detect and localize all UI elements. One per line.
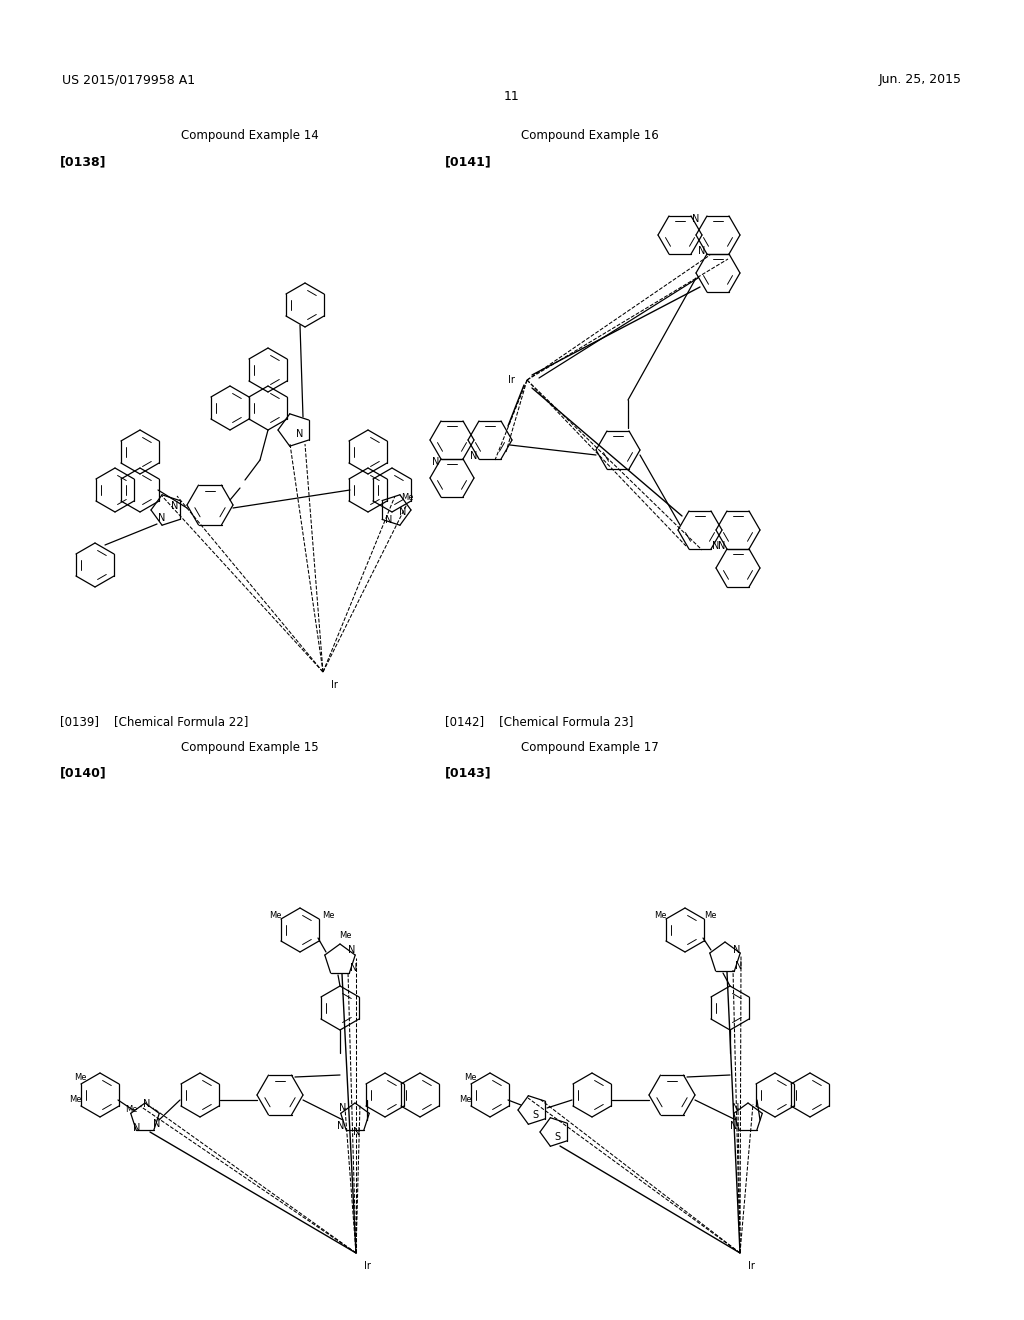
Text: [0143]: [0143] [445,767,492,780]
Text: 11: 11 [504,91,520,103]
Text: N: N [133,1123,140,1133]
Text: Me: Me [459,1096,471,1105]
Text: N: N [385,515,392,525]
Text: S: S [531,1110,538,1119]
Text: Me: Me [653,911,667,920]
Text: Me: Me [703,911,716,920]
Text: N: N [733,945,740,954]
Text: N: N [348,945,355,954]
Text: N: N [399,507,407,517]
Text: N: N [730,1121,737,1131]
Text: Ir: Ir [748,1261,755,1271]
Text: [0139]    [Chemical Formula 22]: [0139] [Chemical Formula 22] [60,715,249,729]
Text: Compound Example 15: Compound Example 15 [181,742,318,755]
Text: Compound Example 14: Compound Example 14 [181,128,318,141]
Text: N: N [692,214,699,224]
Text: N: N [337,1121,345,1131]
Text: [0142]    [Chemical Formula 23]: [0142] [Chemical Formula 23] [445,715,634,729]
Text: Me: Me [339,931,351,940]
Text: N: N [732,1104,739,1113]
Text: Ir: Ir [508,375,515,385]
Text: N: N [154,1119,161,1129]
Text: Me: Me [464,1072,476,1081]
Text: Me: Me [69,1096,81,1105]
Text: Ir: Ir [364,1261,371,1271]
Text: N: N [350,964,357,973]
Text: Compound Example 17: Compound Example 17 [521,742,658,755]
Text: N: N [470,451,477,461]
Text: Me: Me [400,494,414,503]
Text: N: N [432,457,439,467]
Text: N: N [735,961,742,972]
Text: N: N [698,246,706,256]
Text: N: N [159,513,166,523]
Text: N: N [713,541,720,550]
Text: [0141]: [0141] [445,156,492,169]
Text: [0138]: [0138] [60,156,106,169]
Text: Compound Example 16: Compound Example 16 [521,128,658,141]
Text: S: S [554,1133,560,1142]
Text: N: N [339,1104,347,1113]
Text: Me: Me [322,911,334,920]
Text: N: N [171,502,178,511]
Text: US 2015/0179958 A1: US 2015/0179958 A1 [62,74,196,87]
Text: Me: Me [268,911,282,920]
Text: Me: Me [74,1072,86,1081]
Text: N: N [296,429,304,440]
Text: N: N [353,1127,360,1137]
Text: [0140]: [0140] [60,767,106,780]
Text: Me: Me [125,1106,137,1114]
Text: N: N [143,1100,151,1109]
Text: Jun. 25, 2015: Jun. 25, 2015 [879,74,962,87]
Text: N: N [718,541,726,550]
Text: Ir: Ir [331,680,338,690]
